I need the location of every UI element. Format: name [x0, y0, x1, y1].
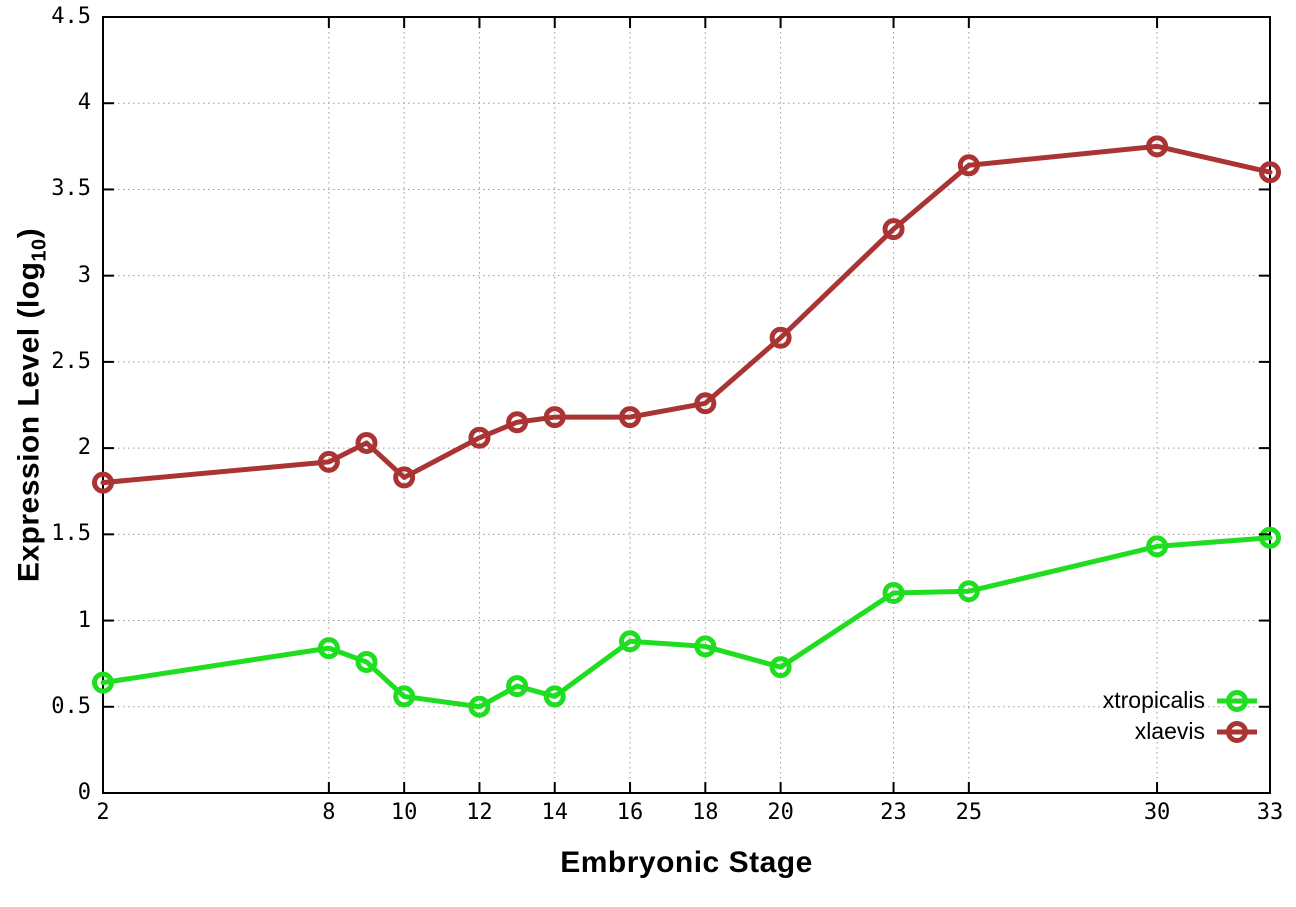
xtropicalis-marker — [1146, 535, 1169, 558]
xtropicalis-marker — [317, 637, 340, 660]
x-tick-label: 30 — [1143, 800, 1171, 825]
xlaevis-marker — [1146, 135, 1169, 158]
legend: xtropicalis xlaevis — [1103, 686, 1260, 746]
y-axis-title-end: ) — [12, 227, 46, 239]
xtropicalis-marker — [1259, 526, 1281, 549]
xlaevis-marker — [957, 154, 980, 177]
y-axis-title-sub: 10 — [28, 238, 51, 262]
y-tick-label: 0.5 — [51, 693, 91, 719]
x-tick-label: 18 — [692, 800, 719, 825]
xlaevis-marker — [506, 411, 529, 434]
x-tick-label: 10 — [390, 800, 418, 825]
xlaevis-series-marker-icon — [1217, 720, 1257, 743]
xtropicalis-marker — [468, 695, 491, 718]
xtropicalis-marker — [92, 671, 114, 694]
x-tick-label: 12 — [466, 800, 493, 825]
xtropicalis-marker — [543, 685, 566, 708]
x-tick-label: 33 — [1256, 800, 1284, 825]
xlaevis-marker — [882, 218, 905, 241]
xtropicalis-marker — [506, 675, 529, 698]
xtropicalis-marker — [355, 650, 378, 673]
xlaevis-line — [100, 143, 1273, 486]
xlaevis-marker — [393, 466, 416, 489]
xtropicalis-series-marker-icon — [1217, 689, 1257, 712]
y-tick-label: 2.5 — [51, 348, 91, 374]
y-tick-label: 2 — [77, 435, 91, 461]
xtropicalis-marker — [694, 635, 717, 658]
x-tick-label: 23 — [880, 800, 907, 825]
x-tick-label: 14 — [541, 800, 568, 825]
xtropicalis-marker — [769, 656, 792, 679]
y-tick-label: 1 — [77, 607, 91, 633]
legend-item-xtropicalis: xtropicalis — [1103, 686, 1260, 715]
xtropicalis-marker — [393, 685, 416, 708]
xlaevis-marker — [317, 450, 340, 473]
y-tick-label: 4 — [77, 90, 91, 116]
xlaevis-marker — [468, 426, 491, 449]
xlaevis-marker — [769, 326, 792, 349]
y-axis-title: Expression Level (log10) — [13, 228, 52, 582]
xtropicalis-marker — [957, 580, 980, 603]
y-axis-title-main: Expression Level (log — [12, 261, 46, 583]
y-tick-label: 1.5 — [51, 521, 91, 547]
x-tick-label: 8 — [322, 800, 336, 825]
x-tick-label: 25 — [955, 800, 983, 825]
legend-item-xlaevis: xlaevis — [1103, 717, 1260, 746]
plot-border — [102, 16, 1271, 794]
x-tick-label: 16 — [616, 800, 644, 825]
x-axis-title: Embryonic Stage — [560, 846, 813, 879]
xtropicalis-line — [100, 535, 1273, 710]
y-tick-label: 4.5 — [51, 4, 91, 29]
legend-label-xlaevis: xlaevis — [1134, 718, 1205, 744]
xlaevis-marker — [619, 406, 642, 429]
legend-label-xtropicalis: xtropicalis — [1102, 687, 1205, 713]
xlaevis-marker — [92, 471, 114, 494]
xtropicalis-marker — [882, 581, 905, 604]
xlaevis-marker — [355, 431, 378, 454]
x-tick-label: 20 — [767, 800, 794, 825]
y-tick-label: 0 — [77, 780, 91, 805]
xtropicalis-marker — [619, 630, 642, 653]
y-tick-label: 3.5 — [51, 176, 91, 202]
x-tick-label: 2 — [96, 800, 110, 825]
xlaevis-marker — [1259, 161, 1281, 184]
y-tick-label: 3 — [77, 262, 91, 288]
xlaevis-marker — [543, 406, 566, 429]
xlaevis-marker — [694, 392, 717, 415]
